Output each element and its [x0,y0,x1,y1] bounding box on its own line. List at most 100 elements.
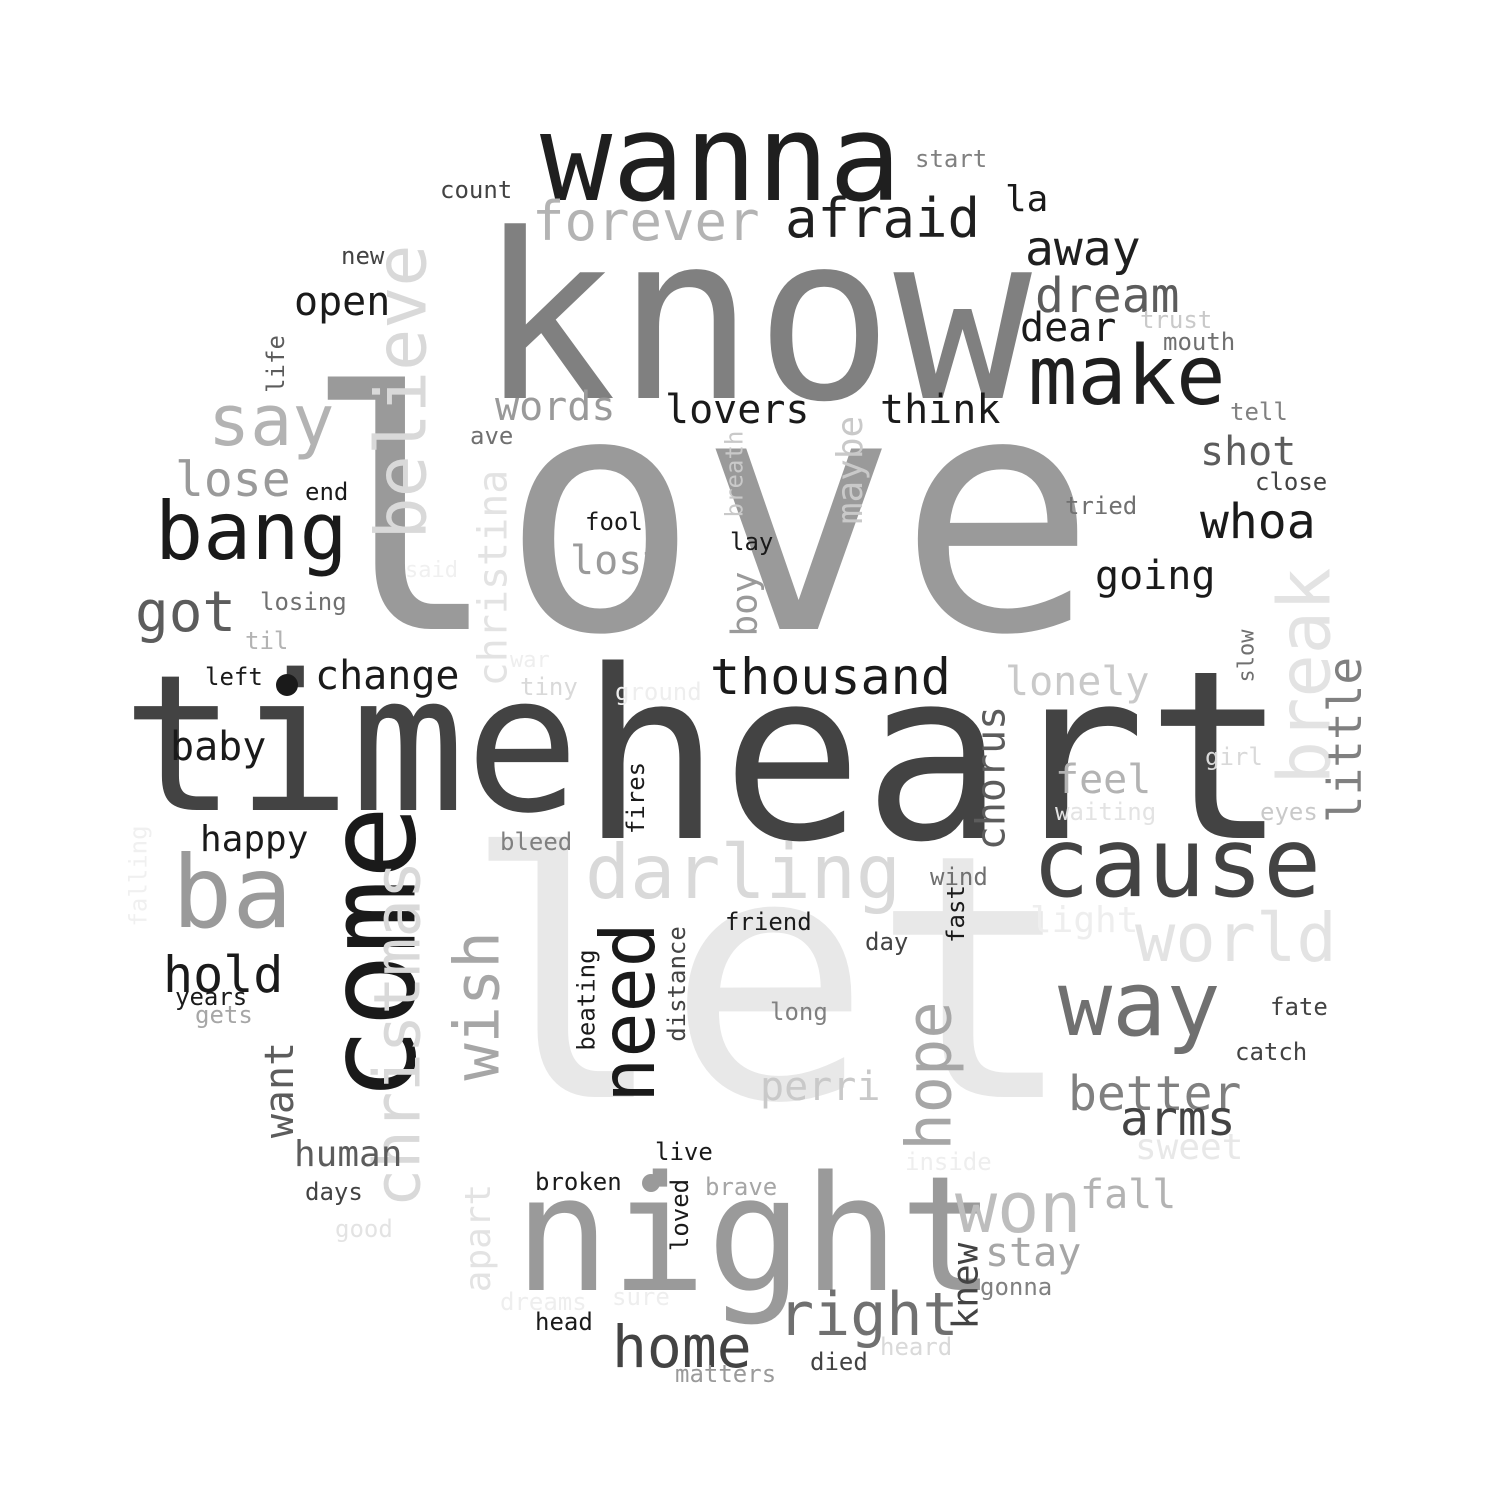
word-feel: feel [1055,757,1152,803]
word-whoa: whoa [1200,494,1316,550]
word-bang: bang [155,485,348,578]
word-fast: fast [941,885,970,943]
word-trust: trust [1140,306,1213,334]
word-hope: hope [892,1001,966,1151]
word-heard: heard [880,1333,953,1361]
word-tried: tried [1065,492,1138,520]
word-time: time [122,634,580,855]
word-gets: gets [195,1001,253,1029]
word-days: days [305,1178,363,1206]
word-fool: fool [585,508,643,536]
word-apart: apart [458,1183,500,1293]
word-christina: christina [470,469,517,687]
word-ground: ground [615,678,702,706]
word-love: love [302,323,1097,707]
word-lose: lose [175,452,291,508]
word-head: head [535,1308,593,1336]
word-words: words [495,384,616,430]
word-lay: lay [730,528,774,556]
word-sweet: sweet [1135,1127,1244,1168]
word-cause: cause [1032,807,1321,919]
word-sure: sure [612,1283,670,1311]
word-slow: slow [1234,629,1260,683]
word-make: make [1028,329,1226,424]
word-afraid: afraid [785,187,981,250]
word-count: count [440,176,513,204]
word-human: human [294,1134,403,1175]
dot-mark [642,1174,660,1192]
word-waiting: waiting [1055,798,1157,826]
word-lovers: lovers [665,387,810,433]
word-heart: heart [580,621,1288,894]
word-falling: falling [124,825,153,927]
word-lonely: lonely [1005,659,1150,705]
word-right: right [778,1280,959,1350]
word-beating: beating [572,949,601,1051]
word-start: start [915,145,988,173]
word-baby: baby [170,724,267,770]
word-fate: fate [1270,993,1328,1021]
word-change: change [315,653,460,699]
word-died: died [810,1348,868,1376]
word-til: til [245,627,289,655]
word-broken: broken [535,1168,622,1196]
word-perri: perri [760,1064,881,1110]
word-left: left [205,663,263,691]
word-losing: losing [260,588,347,616]
word-mouth: mouth [1163,328,1236,356]
word-ave: ave [470,422,514,450]
word-live: live [655,1138,713,1166]
word-better: better [1068,1066,1242,1122]
word-friend: friend [725,908,812,936]
word-distance: distance [662,926,691,1042]
word-dear: dear [1020,305,1117,351]
word-boy: boy [724,571,766,637]
word-think: think [880,387,1001,433]
word-eyes: eyes [1260,798,1318,826]
word-long: long [770,998,828,1026]
word-said: said [405,558,458,583]
word-wanna: wanna [540,90,902,229]
word-gonna: gonna [980,1273,1053,1301]
word-won: won [955,1167,1082,1249]
word-catch: catch [1235,1038,1308,1066]
dot-mark [276,674,298,696]
word-let: let [462,782,1077,1178]
word-ba: ba [172,834,293,951]
word-home: home [612,1313,752,1381]
word-forever: forever [532,190,760,253]
word-world: world [1135,899,1337,977]
word-girl: girl [1205,743,1263,771]
word-way: way [1058,952,1221,1057]
word-night: night [514,1141,996,1328]
word-tiny: tiny [520,673,578,701]
word-shot: shot [1200,429,1297,475]
word-loved: loved [666,1178,695,1252]
word-need: need [583,922,672,1103]
word-life: life [261,335,290,393]
word-matters: matters [675,1360,777,1388]
word-thousand: thousand [710,648,951,706]
word-open: open [294,279,391,325]
word-little: little [1318,656,1373,824]
word-dream: dream [1035,268,1180,324]
word-wish: wish [440,931,514,1081]
word-good: good [335,1215,393,1243]
word-light: light [1030,900,1139,941]
word-arms: arms [1120,1091,1236,1147]
word-wind: wind [930,863,988,891]
word-chorus: chorus [968,705,1015,851]
word-knew: knew [945,1242,987,1330]
word-war: war [510,648,550,673]
word-stay: stay [985,1230,1082,1276]
word-going: going [1095,553,1216,599]
word-close: close [1255,468,1328,496]
word-want: want [257,1041,304,1139]
word-years: years [175,983,248,1011]
word-say: say [208,380,335,462]
word-brave: brave [705,1173,778,1201]
word-dreams: dreams [500,1288,587,1316]
word-fall: fall [1080,1172,1177,1218]
word-got: got [135,580,237,645]
